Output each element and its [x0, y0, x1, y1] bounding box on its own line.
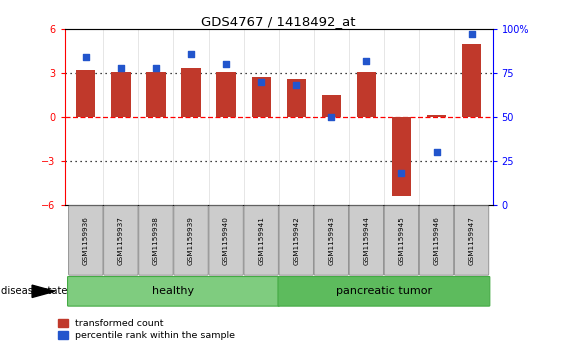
Point: [222, 61, 231, 67]
Text: disease state: disease state: [1, 286, 68, 296]
FancyBboxPatch shape: [279, 206, 314, 275]
Bar: [76, 70, 96, 117]
Point: [362, 58, 371, 64]
Point: [432, 150, 441, 155]
FancyBboxPatch shape: [68, 277, 279, 306]
Text: GSM1159936: GSM1159936: [83, 216, 89, 265]
Text: GSM1159939: GSM1159939: [188, 216, 194, 265]
Point: [397, 171, 406, 176]
Point: [327, 114, 336, 120]
Text: GSM1159946: GSM1159946: [434, 216, 440, 265]
FancyBboxPatch shape: [69, 206, 103, 275]
Polygon shape: [32, 285, 55, 298]
Text: GSM1159942: GSM1159942: [293, 216, 299, 265]
FancyBboxPatch shape: [278, 277, 490, 306]
Bar: [287, 79, 306, 117]
Text: pancreatic tumor: pancreatic tumor: [336, 286, 432, 296]
FancyBboxPatch shape: [209, 206, 243, 275]
Bar: [321, 95, 341, 117]
Bar: [252, 77, 271, 117]
Text: GSM1159945: GSM1159945: [399, 216, 404, 265]
Title: GDS4767 / 1418492_at: GDS4767 / 1418492_at: [202, 15, 356, 28]
Bar: [181, 68, 200, 117]
FancyBboxPatch shape: [244, 206, 278, 275]
FancyBboxPatch shape: [385, 206, 419, 275]
FancyBboxPatch shape: [314, 206, 348, 275]
Point: [186, 51, 195, 57]
Bar: [392, 117, 411, 196]
Text: GSM1159937: GSM1159937: [118, 216, 124, 265]
Text: GSM1159943: GSM1159943: [328, 216, 334, 265]
Point: [81, 54, 90, 60]
FancyBboxPatch shape: [349, 206, 383, 275]
Text: healthy: healthy: [153, 286, 195, 296]
Point: [257, 79, 266, 85]
Text: GSM1159940: GSM1159940: [223, 216, 229, 265]
Bar: [216, 72, 236, 117]
Point: [467, 32, 476, 37]
Text: GSM1159941: GSM1159941: [258, 216, 264, 265]
FancyBboxPatch shape: [174, 206, 208, 275]
FancyBboxPatch shape: [138, 206, 173, 275]
Bar: [146, 72, 166, 117]
FancyBboxPatch shape: [104, 206, 138, 275]
Point: [151, 65, 160, 71]
Bar: [111, 72, 131, 117]
FancyBboxPatch shape: [454, 206, 489, 275]
Bar: [462, 44, 481, 117]
Bar: [357, 72, 376, 117]
Bar: [427, 115, 446, 117]
Text: GSM1159947: GSM1159947: [468, 216, 475, 265]
Legend: transformed count, percentile rank within the sample: transformed count, percentile rank withi…: [58, 319, 235, 340]
FancyBboxPatch shape: [419, 206, 454, 275]
Point: [117, 65, 126, 71]
Text: GSM1159938: GSM1159938: [153, 216, 159, 265]
Text: GSM1159944: GSM1159944: [363, 216, 369, 265]
Point: [292, 82, 301, 88]
